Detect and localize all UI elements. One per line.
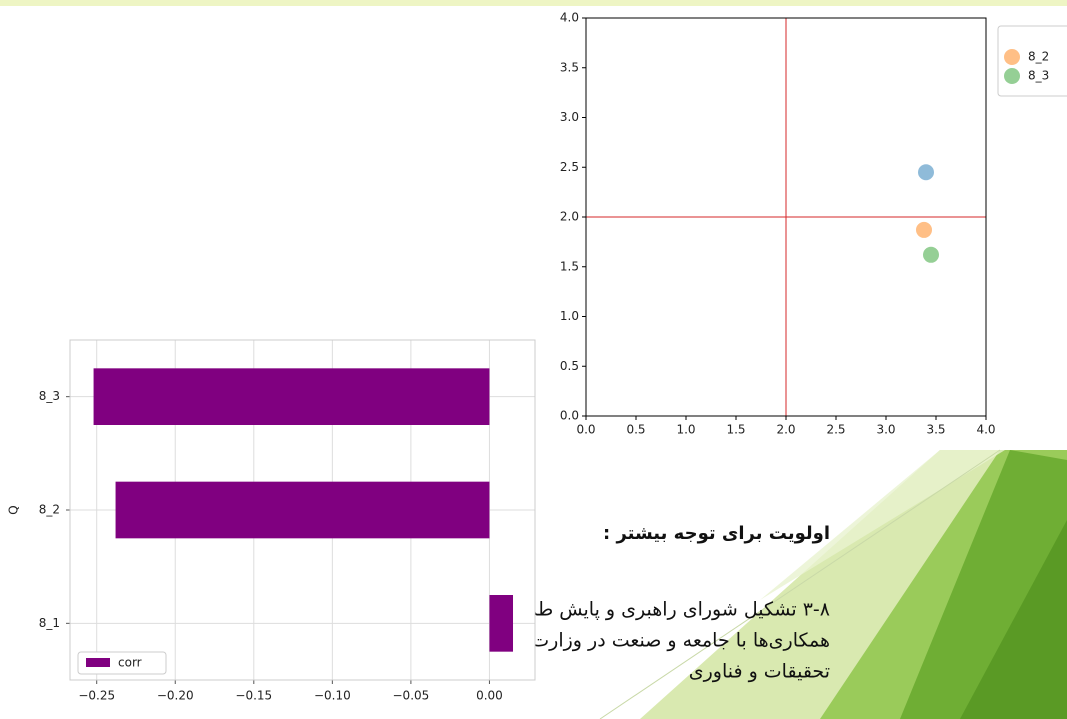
- slide-body-line: همکاری‌ها با جامعه و صنعت در وزارت علوم،: [480, 630, 830, 652]
- scatter-point: [923, 246, 939, 263]
- bar: [93, 368, 490, 425]
- x-tick-label: 3.5: [926, 423, 945, 437]
- top-strip: [0, 0, 1067, 6]
- x-tick-label: −0.25: [78, 689, 115, 703]
- decoration: [599, 449, 1067, 719]
- deco: [960, 520, 1067, 719]
- bar: [489, 595, 514, 652]
- y-tick-label: 8_1: [39, 616, 60, 630]
- y-tick-label: 0.5: [560, 359, 579, 373]
- legend-label: 8_2: [1028, 50, 1049, 64]
- x-tick-label: 0.5: [626, 423, 645, 437]
- x-tick-label: 4.0: [976, 423, 995, 437]
- slide-body-line: تحقیقات و فناوری: [689, 661, 830, 683]
- legend-label: corr: [118, 656, 142, 670]
- x-tick-label: 0.00: [476, 689, 503, 703]
- y-axis-label: Q: [7, 505, 21, 514]
- plot-frame: [69, 339, 536, 681]
- x-tick-label: −0.15: [235, 689, 272, 703]
- x-tick-label: 2.0: [776, 423, 795, 437]
- y-tick-label: 2.5: [560, 160, 579, 174]
- y-tick-label: 8_2: [39, 503, 60, 517]
- x-tick-label: −0.20: [157, 689, 194, 703]
- y-tick-label: 4.0: [560, 11, 579, 25]
- legend-marker: [1004, 49, 1020, 65]
- legend-box: [77, 651, 167, 675]
- x-tick-label: −0.05: [393, 689, 430, 703]
- legend-marker: [1004, 68, 1020, 84]
- plot-frame: [585, 17, 987, 417]
- y-tick-label: 0.0: [560, 409, 579, 423]
- legend-label: 8_3: [1028, 69, 1049, 83]
- x-tick-label: 1.5: [726, 423, 745, 437]
- x-tick-label: 3.0: [876, 423, 895, 437]
- y-tick-label: 2.0: [560, 210, 579, 224]
- x-tick-label: −0.10: [314, 689, 351, 703]
- y-tick-label: 3.5: [560, 60, 579, 74]
- slide-body-line: ۳-۸ تشکیل شورای راهبری و پایش طرح تحول د…: [437, 599, 830, 621]
- y-tick-label: 1.0: [560, 309, 579, 323]
- y-tick-label: 3.0: [560, 110, 579, 124]
- y-tick-label: 1.5: [560, 259, 579, 273]
- scatter-point: [918, 164, 934, 181]
- legend-swatch: [86, 658, 110, 667]
- x-tick-label: 2.5: [826, 423, 845, 437]
- bar: [115, 481, 490, 539]
- scatter-point: [916, 221, 932, 238]
- x-tick-label: 0.0: [576, 423, 595, 437]
- deco: [599, 449, 1001, 719]
- x-tick-label: 1.0: [676, 423, 695, 437]
- y-tick-label: 8_3: [39, 389, 60, 403]
- slide-heading: اولویت برای توجه بیشتر :: [603, 523, 830, 544]
